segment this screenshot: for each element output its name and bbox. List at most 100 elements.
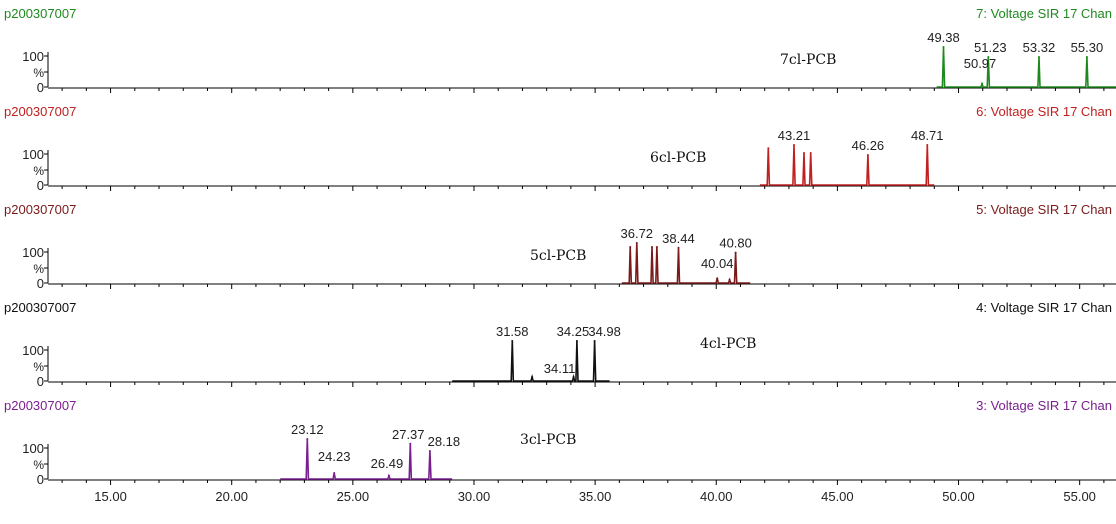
peak-label: 51.23 [974, 40, 1007, 55]
peak-label: 40.04 [701, 256, 734, 271]
peak-point [1037, 56, 1040, 58]
chromatogram-panel: p200307007 6: Voltage SIR 17 Chan 100%0 43.… [4, 104, 1116, 193]
peak-label: 34.25 [557, 324, 590, 339]
x-tick-label: 30.00 [458, 489, 491, 504]
peak-label: 46.26 [852, 138, 885, 153]
chromatogram-trace [452, 340, 610, 382]
chromatogram-panel: p200307007 5: Voltage SIR 17 Chan 100%0 36.… [4, 202, 1116, 291]
y-tick-label: 100 [22, 343, 44, 358]
peak-point [428, 450, 431, 452]
sample-id: p200307007 [4, 104, 76, 119]
y-tick-label: 0 [37, 178, 44, 193]
y-tick-label: % [33, 458, 44, 472]
channel-label: 5: Voltage SIR 17 Chan [976, 202, 1112, 217]
chromatogram-panel: p200307007 7: Voltage SIR 17 Chan 100%0 49.… [4, 6, 1116, 95]
peak-point [926, 144, 929, 146]
x-tick-label: 35.00 [579, 489, 612, 504]
channel-label: 4: Voltage SIR 17 Chan [976, 300, 1112, 315]
peak-point [333, 472, 336, 474]
peak-point [728, 278, 731, 281]
peak-point [306, 438, 309, 440]
y-tick-label: % [33, 360, 44, 374]
y-tick-label: 0 [37, 276, 44, 291]
peak-point [793, 144, 796, 146]
peak-label: 40.80 [719, 236, 752, 251]
peak-point [651, 246, 654, 248]
peak-point [716, 277, 719, 280]
y-tick-label: % [33, 66, 44, 80]
peak-label: 24.23 [318, 449, 351, 464]
x-tick-label: 20.00 [215, 489, 248, 504]
chromatogram-panel: p200307007 3: Voltage SIR 17 Chan 100%0 23.… [4, 398, 1116, 487]
peak-label: 26.49 [371, 456, 404, 471]
peak-point [677, 246, 680, 249]
chromatogram-panel: p200307007 4: Voltage SIR 17 Chan 100%0 31.… [4, 300, 1116, 389]
sample-id: p200307007 [4, 398, 76, 413]
y-tick-label: 100 [22, 441, 44, 456]
peak-point [531, 376, 534, 378]
peak-point [942, 46, 945, 48]
channel-label: 6: Voltage SIR 17 Chan [976, 104, 1112, 119]
channel-label: 3: Voltage SIR 17 Chan [976, 398, 1112, 413]
peak-label: 55.30 [1071, 40, 1104, 55]
channel-label: 7: Voltage SIR 17 Chan [976, 6, 1112, 21]
peak-label: 38.44 [662, 231, 695, 246]
chromatogram-trace [280, 438, 453, 480]
peak-label: 27.37 [392, 427, 425, 442]
peak-label: 48.71 [911, 128, 944, 143]
peak-label: 31.58 [496, 324, 529, 339]
peak-label: 53.32 [1023, 40, 1056, 55]
peak-label: 34.11 [544, 361, 576, 376]
x-tick-label: 25.00 [337, 489, 370, 504]
peak-point [572, 376, 575, 378]
sample-id: p200307007 [4, 202, 76, 217]
peak-point [767, 147, 770, 150]
peak-point [655, 246, 658, 248]
y-tick-label: 100 [22, 49, 44, 64]
peak-point [1085, 56, 1088, 58]
peak-label: 36.72 [621, 226, 654, 241]
y-tick-label: % [33, 164, 44, 178]
peak-label: 23.12 [291, 422, 324, 437]
y-tick-label: 100 [22, 245, 44, 260]
peak-label: 49.38 [927, 30, 960, 45]
peak-label: 50.97 [964, 56, 997, 71]
peak-point [987, 56, 990, 58]
peak-point [734, 251, 737, 254]
peak-point [809, 152, 812, 154]
y-tick-label: 100 [22, 147, 44, 162]
peak-point [629, 246, 632, 248]
compound-label: 3cl-PCB [520, 432, 576, 448]
y-tick-label: % [33, 262, 44, 276]
y-tick-label: 0 [37, 472, 44, 487]
x-tick-label: 40.00 [700, 489, 733, 504]
x-tick-label: 55.00 [1063, 489, 1096, 504]
peak-point [866, 154, 869, 156]
chromatogram-trace [621, 242, 751, 284]
peak-point [409, 442, 412, 445]
x-tick-label: 50.00 [942, 489, 975, 504]
compound-label: 4cl-PCB [700, 336, 756, 352]
x-tick-label: 45.00 [821, 489, 854, 504]
peak-point [387, 474, 390, 477]
chromatogram-trace [759, 144, 935, 186]
peak-point [593, 340, 596, 342]
x-tick-label: 15.00 [94, 489, 127, 504]
sample-id: p200307007 [4, 300, 76, 315]
y-tick-label: 0 [37, 374, 44, 389]
peak-point [635, 242, 638, 244]
y-tick-label: 0 [37, 80, 44, 95]
peak-point [981, 82, 984, 85]
peak-label: 34.98 [588, 324, 621, 339]
peak-point [575, 340, 578, 342]
compound-label: 5cl-PCB [530, 248, 586, 264]
compound-label: 6cl-PCB [650, 150, 706, 166]
compound-label: 7cl-PCB [780, 52, 836, 68]
sample-id: p200307007 [4, 6, 76, 21]
peak-label: 28.18 [428, 434, 461, 449]
peak-label: 43.21 [778, 128, 811, 143]
peak-point [511, 340, 514, 342]
peak-point [802, 152, 805, 154]
